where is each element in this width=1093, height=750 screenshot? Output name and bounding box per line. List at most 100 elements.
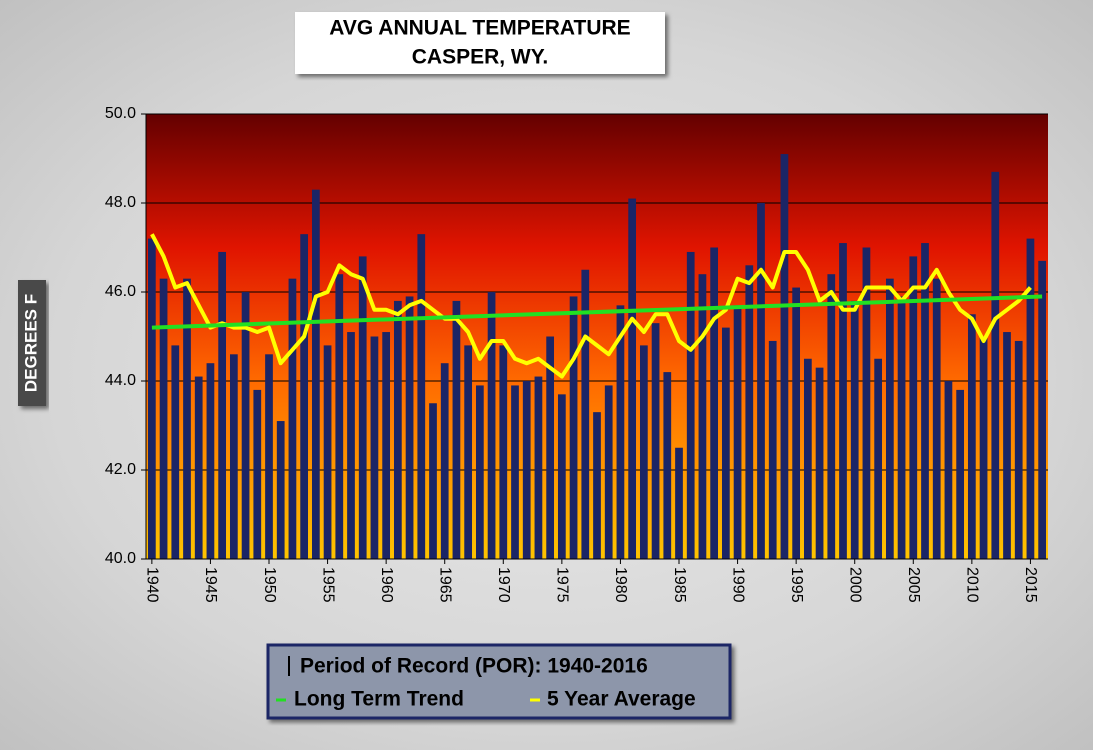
bar <box>1014 340 1023 559</box>
bar <box>698 274 707 559</box>
bar <box>827 274 836 559</box>
x-tick-label: 2015 <box>1022 567 1039 603</box>
bar <box>581 269 590 559</box>
legend-label: Long Term Trend <box>294 688 464 711</box>
bar <box>253 389 262 559</box>
bar <box>311 189 320 559</box>
chart-title: AVG ANNUAL TEMPERATURE <box>329 17 630 40</box>
bar <box>885 278 894 559</box>
bar <box>335 274 344 559</box>
bar <box>675 447 683 559</box>
bar <box>382 332 391 559</box>
bar <box>593 412 601 559</box>
bar <box>159 278 168 559</box>
bar <box>405 296 414 559</box>
bar <box>815 367 824 559</box>
bar <box>265 354 273 559</box>
bar <box>522 381 531 559</box>
bar <box>1026 238 1035 559</box>
x-tick-label: 1985 <box>671 567 688 603</box>
bar <box>347 332 355 559</box>
bar <box>932 278 941 559</box>
bar <box>229 354 238 559</box>
bar <box>300 234 309 559</box>
x-tick-label: 2000 <box>846 567 863 603</box>
title-box <box>295 12 665 74</box>
bar <box>874 358 883 559</box>
bar <box>909 256 918 559</box>
bar <box>534 376 543 559</box>
bar <box>417 234 426 559</box>
bar <box>792 287 801 559</box>
bar <box>839 243 847 560</box>
y-axis-label: DEGREES F <box>21 294 40 392</box>
chart-subtitle: CASPER, WY. <box>412 46 549 69</box>
line <box>151 294 1043 330</box>
bar <box>991 171 1000 559</box>
bar <box>967 314 976 559</box>
bar <box>956 389 965 559</box>
x-tick-label: 1940 <box>144 567 161 603</box>
bar <box>487 292 496 559</box>
x-tick-label: 2010 <box>964 567 981 603</box>
bar <box>429 403 437 559</box>
x-tick-label: 1990 <box>729 567 746 603</box>
y-tick-label: 44.0 <box>105 372 136 389</box>
bar <box>241 292 250 559</box>
bar <box>733 305 742 559</box>
bar <box>721 327 730 559</box>
y-label-box <box>18 280 46 406</box>
x-tick-label: 1960 <box>378 567 395 603</box>
legend-label: Period of Record (POR): 1940-2016 <box>300 655 648 678</box>
bar <box>803 358 812 559</box>
bar <box>663 372 672 559</box>
bar <box>1003 332 1011 559</box>
bar <box>979 336 988 559</box>
x-tick-label: 1955 <box>319 567 336 603</box>
legend-label: 5 Year Average <box>547 688 696 711</box>
x-tick-label: 1945 <box>202 567 219 603</box>
bar <box>639 345 648 559</box>
x-tick-label: 1980 <box>612 567 629 603</box>
bar <box>499 345 508 559</box>
bar <box>218 251 227 559</box>
x-tick-label: 1995 <box>788 567 805 603</box>
bar <box>757 203 765 559</box>
bar <box>651 323 660 559</box>
bar <box>546 336 555 559</box>
bar <box>557 394 566 559</box>
bar <box>288 278 297 559</box>
x-tick-label: 1975 <box>554 567 571 603</box>
bar <box>358 256 367 559</box>
y-tick-label: 48.0 <box>105 194 136 211</box>
y-tick-label: 50.0 <box>105 105 136 122</box>
bar <box>768 340 777 559</box>
bar <box>862 247 871 559</box>
x-tick-label: 1970 <box>495 567 512 603</box>
bar <box>780 154 789 560</box>
y-tick-label: 42.0 <box>105 461 136 478</box>
bar <box>710 247 719 559</box>
legend <box>266 643 732 720</box>
bar <box>183 278 191 559</box>
line <box>150 233 1032 379</box>
bar <box>850 300 859 559</box>
y-tick-label: 40.0 <box>105 550 136 567</box>
x-tick-label: 1965 <box>436 567 453 603</box>
bar <box>147 238 156 559</box>
bar <box>569 296 578 559</box>
bar <box>171 345 180 559</box>
y-tick-label: 46.0 <box>105 283 136 300</box>
bar <box>464 345 473 559</box>
bar <box>686 251 695 559</box>
bar <box>511 385 519 559</box>
x-tick-label: 1950 <box>261 567 278 603</box>
bar <box>440 363 449 559</box>
bar <box>452 300 461 559</box>
bar <box>897 296 906 559</box>
bar <box>1038 260 1047 559</box>
bar <box>323 345 332 559</box>
x-tick-label: 2005 <box>905 567 922 603</box>
bar <box>628 198 637 560</box>
bar <box>616 305 625 559</box>
